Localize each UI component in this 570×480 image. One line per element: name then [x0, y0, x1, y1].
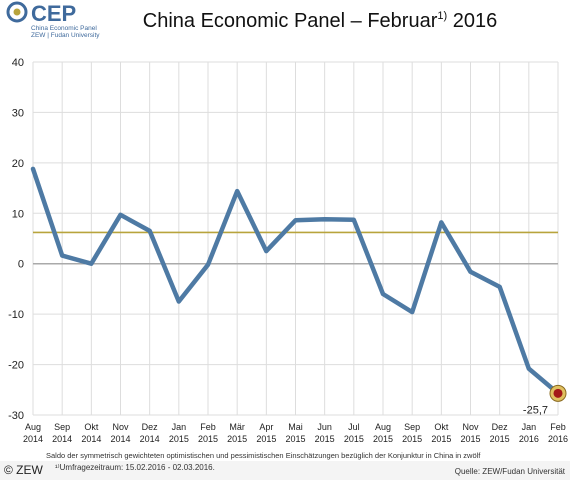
x-tick-label-year: 2016: [519, 434, 539, 444]
x-tick-label-month: Okt: [434, 422, 449, 432]
y-tick-label: 20: [12, 158, 24, 170]
x-tick-label-month: Jul: [348, 422, 360, 432]
logo-line1: China Economic Panel: [31, 25, 97, 32]
chart-title-sup: 1): [437, 10, 447, 22]
logo-line2: ZEW | Fudan University: [31, 32, 100, 39]
x-tick-label-month: Jun: [317, 422, 332, 432]
chart-title: China Economic Panel – Februar1) 2016: [143, 10, 497, 32]
y-tick-label: 0: [18, 259, 24, 271]
y-tick-label: -30: [8, 410, 24, 422]
copyright: © ZEW: [4, 463, 44, 477]
x-tick-labels: Aug 2014 Sep 2014 Okt 2014 Nov 2014 Dez 2014 Jan 20…: [23, 422, 568, 444]
x-tick-label-month: Dez: [142, 422, 159, 432]
x-tick-label-year: 2015: [256, 434, 276, 444]
x-tick-label-year: 2015: [402, 434, 422, 444]
cep-logo-icon: [6, 1, 28, 23]
x-tick-label-month: Okt: [84, 422, 99, 432]
x-tick-label-year: 2015: [431, 434, 451, 444]
last-value-label: -25,7: [523, 404, 548, 416]
x-tick-label-month: Feb: [200, 422, 216, 432]
series-line: [30, 166, 561, 396]
x-tick-label-month: Nov: [462, 422, 479, 432]
x-tick-label-month: Nov: [112, 422, 129, 432]
footer-note-line1: Saldo der symmetrisch gewichteten optimi…: [46, 451, 481, 460]
x-tick-label-month: Jan: [522, 422, 537, 432]
y-tick-label: -10: [8, 309, 24, 321]
x-tick-label-month: Apr: [259, 422, 273, 432]
cep-logo-dot: [13, 8, 21, 16]
x-tick-label-month: Mai: [288, 422, 303, 432]
x-tick-label-year: 2015: [490, 434, 510, 444]
series-layer: [30, 166, 561, 396]
chart-title-year: 2016: [453, 10, 498, 32]
x-tick-label-year: 2015: [198, 434, 218, 444]
y-tick-label: -20: [8, 360, 24, 372]
y-tick-label: 30: [12, 107, 24, 119]
x-tick-label-year: 2015: [285, 434, 305, 444]
x-tick-label-year: 2015: [460, 434, 480, 444]
x-tick-label-month: Sep: [404, 422, 420, 432]
reference-layer: [33, 231, 558, 265]
y-tick-labels: 40 30 20 10 0 -10 -20 -30: [8, 57, 24, 422]
x-tick-label-month: Dez: [492, 422, 509, 432]
x-tick-label-year: 2015: [169, 434, 189, 444]
x-tick-label-month: Mär: [229, 422, 245, 432]
x-tick-label-year: 2014: [110, 434, 130, 444]
y-tick-label: 40: [12, 57, 24, 69]
x-tick-label-year: 2015: [315, 434, 335, 444]
x-tick-label-month: Aug: [375, 422, 391, 432]
x-tick-label-month: Feb: [550, 422, 566, 432]
x-tick-label-year: 2015: [227, 434, 247, 444]
source: Quelle: ZEW/Fudan Universität: [455, 467, 566, 476]
chart-title-main: China Economic Panel – Februar: [143, 10, 438, 32]
grid-layer: [32, 61, 559, 416]
x-tick-label-year: 2016: [548, 434, 568, 444]
logo-text: CEP: [31, 1, 76, 26]
x-tick-label-year: 2014: [23, 434, 43, 444]
x-tick-label-year: 2015: [373, 434, 393, 444]
cep-logo: CEP China Economic Panel ZEW | Fudan Uni…: [6, 1, 100, 39]
x-tick-label-month: Sep: [54, 422, 70, 432]
x-tick-label-month: Jan: [172, 422, 187, 432]
x-tick-label-year: 2014: [140, 434, 160, 444]
last-point-marker: [553, 388, 563, 398]
x-tick-label-year: 2014: [81, 434, 101, 444]
marker-layer: -25,7: [523, 384, 567, 416]
x-tick-label-year: 2015: [344, 434, 364, 444]
footer-band: [0, 461, 570, 480]
x-tick-label-month: Aug: [25, 422, 41, 432]
footer-note-line2: ¹⁾Umfragezeitraum: 15.02.2016 - 02.03.20…: [55, 463, 215, 472]
x-tick-label-year: 2014: [52, 434, 72, 444]
y-tick-label: 10: [12, 208, 24, 220]
